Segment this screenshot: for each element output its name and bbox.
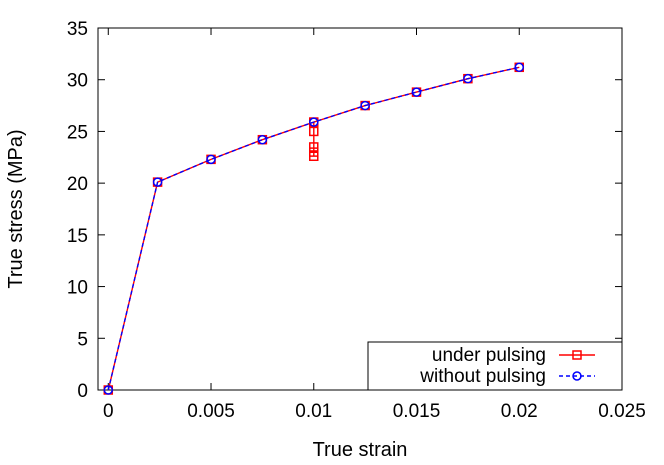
data-point-marker bbox=[309, 142, 319, 152]
data-point-marker bbox=[514, 62, 525, 73]
y-tick-label: 30 bbox=[67, 71, 88, 92]
data-point-marker bbox=[463, 73, 473, 84]
data-point-marker bbox=[360, 100, 370, 111]
data-point-marker bbox=[411, 87, 422, 97]
data-point-marker bbox=[206, 154, 216, 165]
legend-samples bbox=[559, 350, 595, 381]
data-point-marker bbox=[257, 134, 268, 145]
x-tick-label: 0.005 bbox=[187, 401, 235, 422]
x-tick-label: 0.01 bbox=[295, 401, 332, 422]
data-point-marker bbox=[309, 117, 319, 127]
y-tick-label: 35 bbox=[67, 19, 88, 40]
legend-box bbox=[367, 341, 623, 391]
legend-label-without-pulsing: without pulsing bbox=[419, 366, 546, 387]
x-tick-label: 0.025 bbox=[598, 401, 646, 422]
x-tick-label: 0 bbox=[103, 401, 114, 422]
x-axis-title: True strain bbox=[313, 439, 408, 461]
axis-ticks bbox=[98, 27, 623, 391]
data-series bbox=[103, 62, 525, 395]
data-point-marker bbox=[309, 126, 319, 137]
legend-label-under-pulsing: under pulsing bbox=[432, 345, 546, 366]
x-tick-label: 0.015 bbox=[393, 401, 441, 422]
y-axis-title: True stress (MPa) bbox=[5, 129, 27, 288]
series-line bbox=[107, 66, 520, 391]
data-point-marker bbox=[103, 385, 114, 395]
legend-marker-sample bbox=[572, 371, 582, 381]
legend: under pulsing without pulsing bbox=[367, 341, 623, 391]
y-tick-label: 5 bbox=[77, 329, 88, 350]
y-tick-label: 20 bbox=[67, 174, 88, 195]
y-tick-label: 10 bbox=[67, 278, 88, 299]
y-tick-labels: 0 5 10 15 20 25 30 35 bbox=[67, 19, 88, 402]
plot-frame bbox=[97, 27, 623, 391]
y-tick-label: 0 bbox=[77, 381, 88, 402]
data-point-marker bbox=[152, 177, 163, 187]
data-point-marker bbox=[309, 151, 319, 162]
series-without-pulsing bbox=[103, 62, 525, 395]
y-tick-label: 15 bbox=[67, 226, 88, 247]
legend-marker-sample bbox=[572, 350, 582, 360]
x-tick-labels: 0 0.005 0.01 0.015 0.02 0.025 bbox=[103, 401, 646, 422]
y-tick-label: 25 bbox=[67, 122, 88, 143]
x-tick-label: 0.02 bbox=[501, 401, 538, 422]
